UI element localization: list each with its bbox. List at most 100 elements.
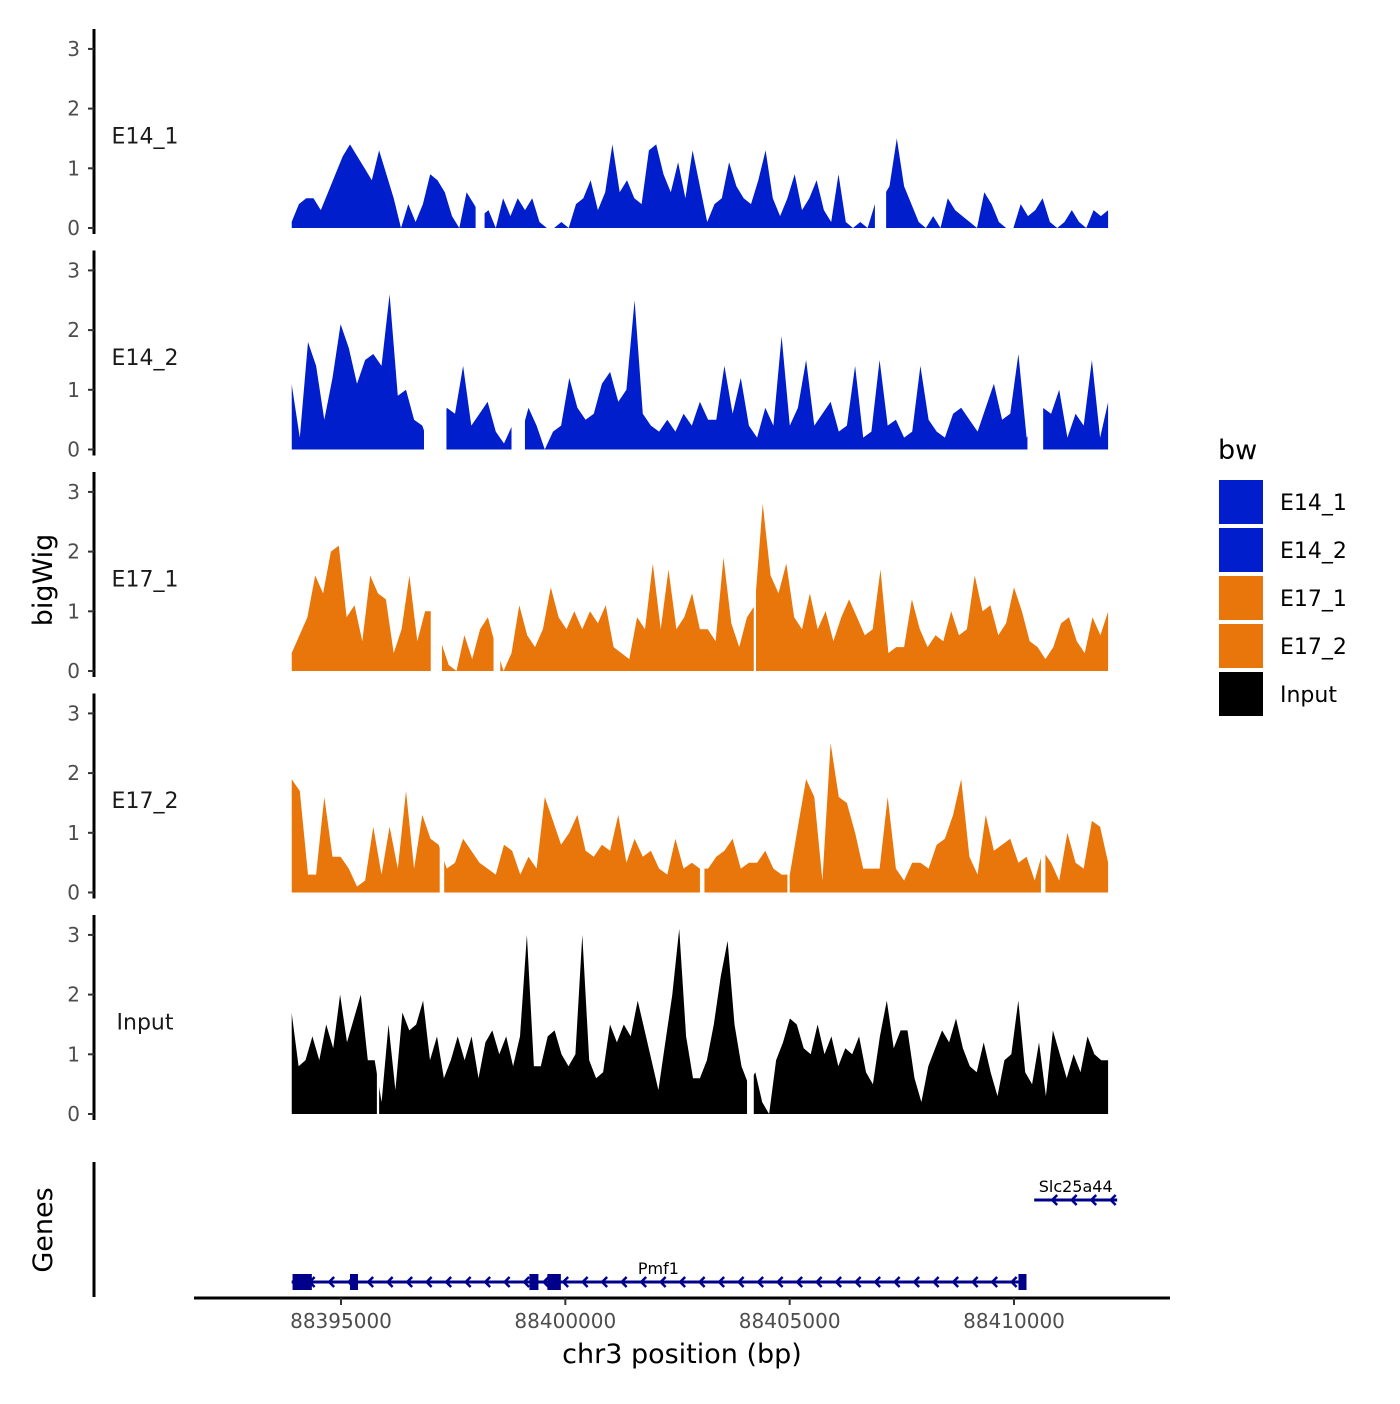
- y-tick-label: 1: [67, 156, 80, 180]
- exon: [349, 1274, 358, 1290]
- strand-arrow: [931, 1276, 940, 1288]
- legend-swatch-E14_2: [1219, 528, 1263, 572]
- legend-label: E14_1: [1280, 491, 1347, 516]
- legend-label: Input: [1280, 683, 1337, 708]
- y-tick-label: 2: [67, 318, 80, 342]
- gene-Slc25a44: Slc25a44: [1034, 1177, 1118, 1206]
- strand-arrow: [444, 1276, 453, 1288]
- strand-arrow: [463, 1276, 472, 1288]
- y-tick-label: 3: [67, 923, 80, 947]
- y-tick-label: 1: [67, 1042, 80, 1066]
- track-label: E14_1: [112, 124, 179, 149]
- x-tick-label: 88410000: [963, 1309, 1065, 1333]
- strand-arrow: [912, 1276, 921, 1288]
- strand-arrow: [736, 1276, 745, 1288]
- strand-arrow: [385, 1276, 394, 1288]
- legend-swatch-E17_2: [1219, 624, 1263, 668]
- gene-label: Pmf1: [638, 1259, 679, 1278]
- signal-area-E17_1: [291, 503, 1109, 671]
- x-axis-title: chr3 position (bp): [562, 1339, 802, 1370]
- strand-arrow: [522, 1276, 531, 1288]
- legend-title: bw: [1218, 435, 1257, 466]
- strand-arrow: [834, 1276, 843, 1288]
- strand-arrow: [1069, 1194, 1078, 1206]
- strand-arrow: [970, 1276, 979, 1288]
- strand-arrow: [873, 1276, 882, 1288]
- track-label: Input: [117, 1010, 174, 1035]
- y-tick-label: 2: [67, 761, 80, 785]
- track-Input: 0 1 2 3 Input: [67, 915, 1109, 1126]
- x-axis: 88395000 88400000 88405000 88410000: [194, 1296, 1170, 1333]
- gene-label: Slc25a44: [1039, 1177, 1113, 1196]
- y-tick-label: 2: [67, 97, 80, 121]
- y-tick-label: 1: [67, 821, 80, 845]
- signal-area-E14_1: [291, 138, 1109, 228]
- gene-Pmf1: Pmf1: [291, 1259, 1027, 1290]
- strand-arrow: [892, 1276, 901, 1288]
- track-E14_1: 0 1 2 3 E14_1: [67, 29, 1109, 240]
- strand-arrow: [990, 1276, 999, 1288]
- strand-arrow: [405, 1276, 414, 1288]
- x-tick-label: 88405000: [739, 1309, 841, 1333]
- track-E17_2: 0 1 2 3 E17_2: [67, 693, 1109, 905]
- y-tick-label: 1: [67, 378, 80, 402]
- strand-arrow: [658, 1276, 667, 1288]
- y-tick-label: 1: [67, 599, 80, 623]
- signal-area-E14_2: [291, 294, 1109, 450]
- legend-label: E14_2: [1280, 539, 1347, 564]
- strand-arrow: [1089, 1194, 1098, 1206]
- genes-axis-title: Genes: [28, 1187, 59, 1272]
- tracks-layer: 0 1 2 3 E14_1 0 1 2 3 E14_2 0 1 2 3 E17_1 0 1 2 3 E17_2 0 1 2 3…: [67, 29, 1109, 1126]
- x-tick-label: 88400000: [514, 1309, 616, 1333]
- strand-arrow: [639, 1276, 648, 1288]
- y-tick-label: 0: [67, 659, 80, 683]
- strand-arrow: [1108, 1194, 1117, 1206]
- exon: [547, 1274, 561, 1290]
- strand-arrow: [853, 1276, 862, 1288]
- exon: [529, 1274, 539, 1290]
- y-tick-label: 3: [67, 480, 80, 504]
- legend-label: E17_1: [1280, 587, 1347, 612]
- y-tick-label: 3: [67, 701, 80, 725]
- strand-arrow: [366, 1276, 375, 1288]
- y-tick-label: 3: [67, 258, 80, 282]
- track-E17_1: 0 1 2 3 E17_1: [67, 472, 1109, 683]
- x-tick-label: 88395000: [290, 1309, 392, 1333]
- genes-layer: Pmf1 Slc25a44: [92, 1162, 1118, 1297]
- strand-arrow: [541, 1276, 550, 1288]
- track-label: E14_2: [112, 346, 179, 371]
- strand-arrow: [1050, 1194, 1059, 1206]
- strand-arrow: [717, 1276, 726, 1288]
- track-label: E17_1: [112, 567, 179, 592]
- track-label: E17_2: [112, 789, 179, 814]
- y-tick-label: 0: [67, 881, 80, 905]
- strand-arrow: [775, 1276, 784, 1288]
- strand-arrow: [756, 1276, 765, 1288]
- strand-arrow: [678, 1276, 687, 1288]
- strand-arrow: [424, 1276, 433, 1288]
- y-tick-label: 0: [67, 216, 80, 240]
- strand-arrow: [951, 1276, 960, 1288]
- strand-arrow: [561, 1276, 570, 1288]
- y-tick-label: 0: [67, 1102, 80, 1126]
- track-E14_2: 0 1 2 3 E14_2: [67, 250, 1109, 462]
- legend-swatch-Input: [1219, 672, 1263, 716]
- legend-swatch-E17_1: [1219, 576, 1263, 620]
- strand-arrow: [1009, 1276, 1018, 1288]
- y-tick-label: 2: [67, 540, 80, 564]
- signal-area-E17_2: [291, 743, 1109, 893]
- y-tick-label: 2: [67, 983, 80, 1007]
- y-tick-label: 0: [67, 438, 80, 462]
- strand-arrow: [795, 1276, 804, 1288]
- strand-arrow: [580, 1276, 589, 1288]
- strand-arrow: [502, 1276, 511, 1288]
- strand-arrow: [814, 1276, 823, 1288]
- signal-area-Input: [291, 928, 1109, 1114]
- y-tick-label: 3: [67, 37, 80, 61]
- strand-arrow: [619, 1276, 628, 1288]
- strand-arrow: [483, 1276, 492, 1288]
- strand-arrow: [697, 1276, 706, 1288]
- legend-swatch-E14_1: [1219, 480, 1263, 524]
